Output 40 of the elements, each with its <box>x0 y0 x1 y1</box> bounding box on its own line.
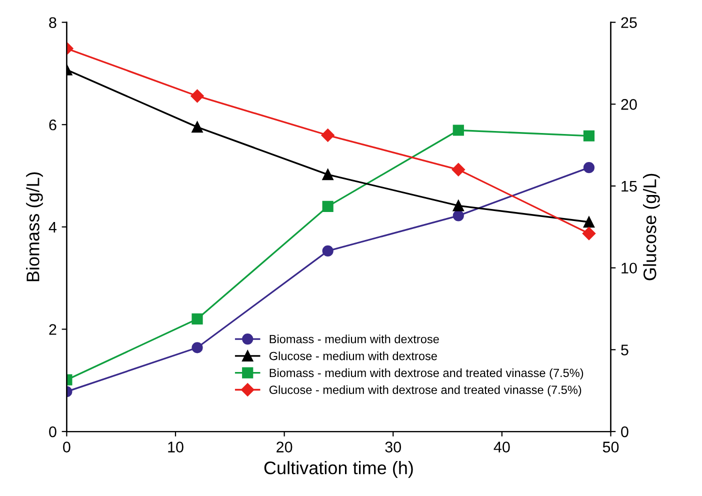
x-tick-label: 10 <box>168 442 184 452</box>
point <box>192 313 203 325</box>
legend-label: Glucose - medium with dextrose <box>269 352 437 360</box>
legend-label: Biomass - medium with dextrose and treated vinasse (7.5%) <box>270 368 584 380</box>
point <box>452 200 464 212</box>
point <box>583 162 595 174</box>
x-tick-label: 50 <box>602 442 619 452</box>
y2-tick-label: 0 <box>621 426 628 438</box>
y2-axis-title: Glucose (g/L) <box>643 174 660 280</box>
point <box>192 122 203 133</box>
y-tick-label: 2 <box>49 324 56 335</box>
y2-tick-label: 15 <box>622 181 637 192</box>
legend-label: Glucose - medium with dextrose and treated vinasse (7.5%) <box>269 385 582 396</box>
point <box>583 130 595 142</box>
y-tick-label: 6 <box>49 119 56 130</box>
point <box>452 163 465 176</box>
point <box>322 245 334 257</box>
y-axis-title: Biomass (g/L) <box>26 172 43 282</box>
point <box>322 168 334 180</box>
point <box>321 128 334 142</box>
y-tick-label: 8 <box>49 17 56 28</box>
legend-label: Biomass - medium with dextrose <box>270 334 439 344</box>
point <box>322 200 334 212</box>
x-tick-label: 40 <box>494 442 510 452</box>
y2-tick-label: 25 <box>621 17 637 28</box>
point <box>583 216 595 228</box>
y2-tick-label: 10 <box>622 262 637 274</box>
point <box>582 226 596 240</box>
x-tick-label: 0 <box>63 442 70 452</box>
point <box>452 210 464 222</box>
y-tick-label: 4 <box>48 222 57 232</box>
y-tick-label: 0 <box>49 426 56 438</box>
x-tick-label: 20 <box>276 442 292 452</box>
x-axis-title: Cultivation time (h) <box>264 461 413 478</box>
point <box>452 124 464 136</box>
point <box>192 342 203 354</box>
point <box>190 89 204 103</box>
x-tick-label: 30 <box>385 442 402 452</box>
y2-tick-label: 5 <box>621 344 628 356</box>
y2-tick-label: 20 <box>621 99 637 110</box>
